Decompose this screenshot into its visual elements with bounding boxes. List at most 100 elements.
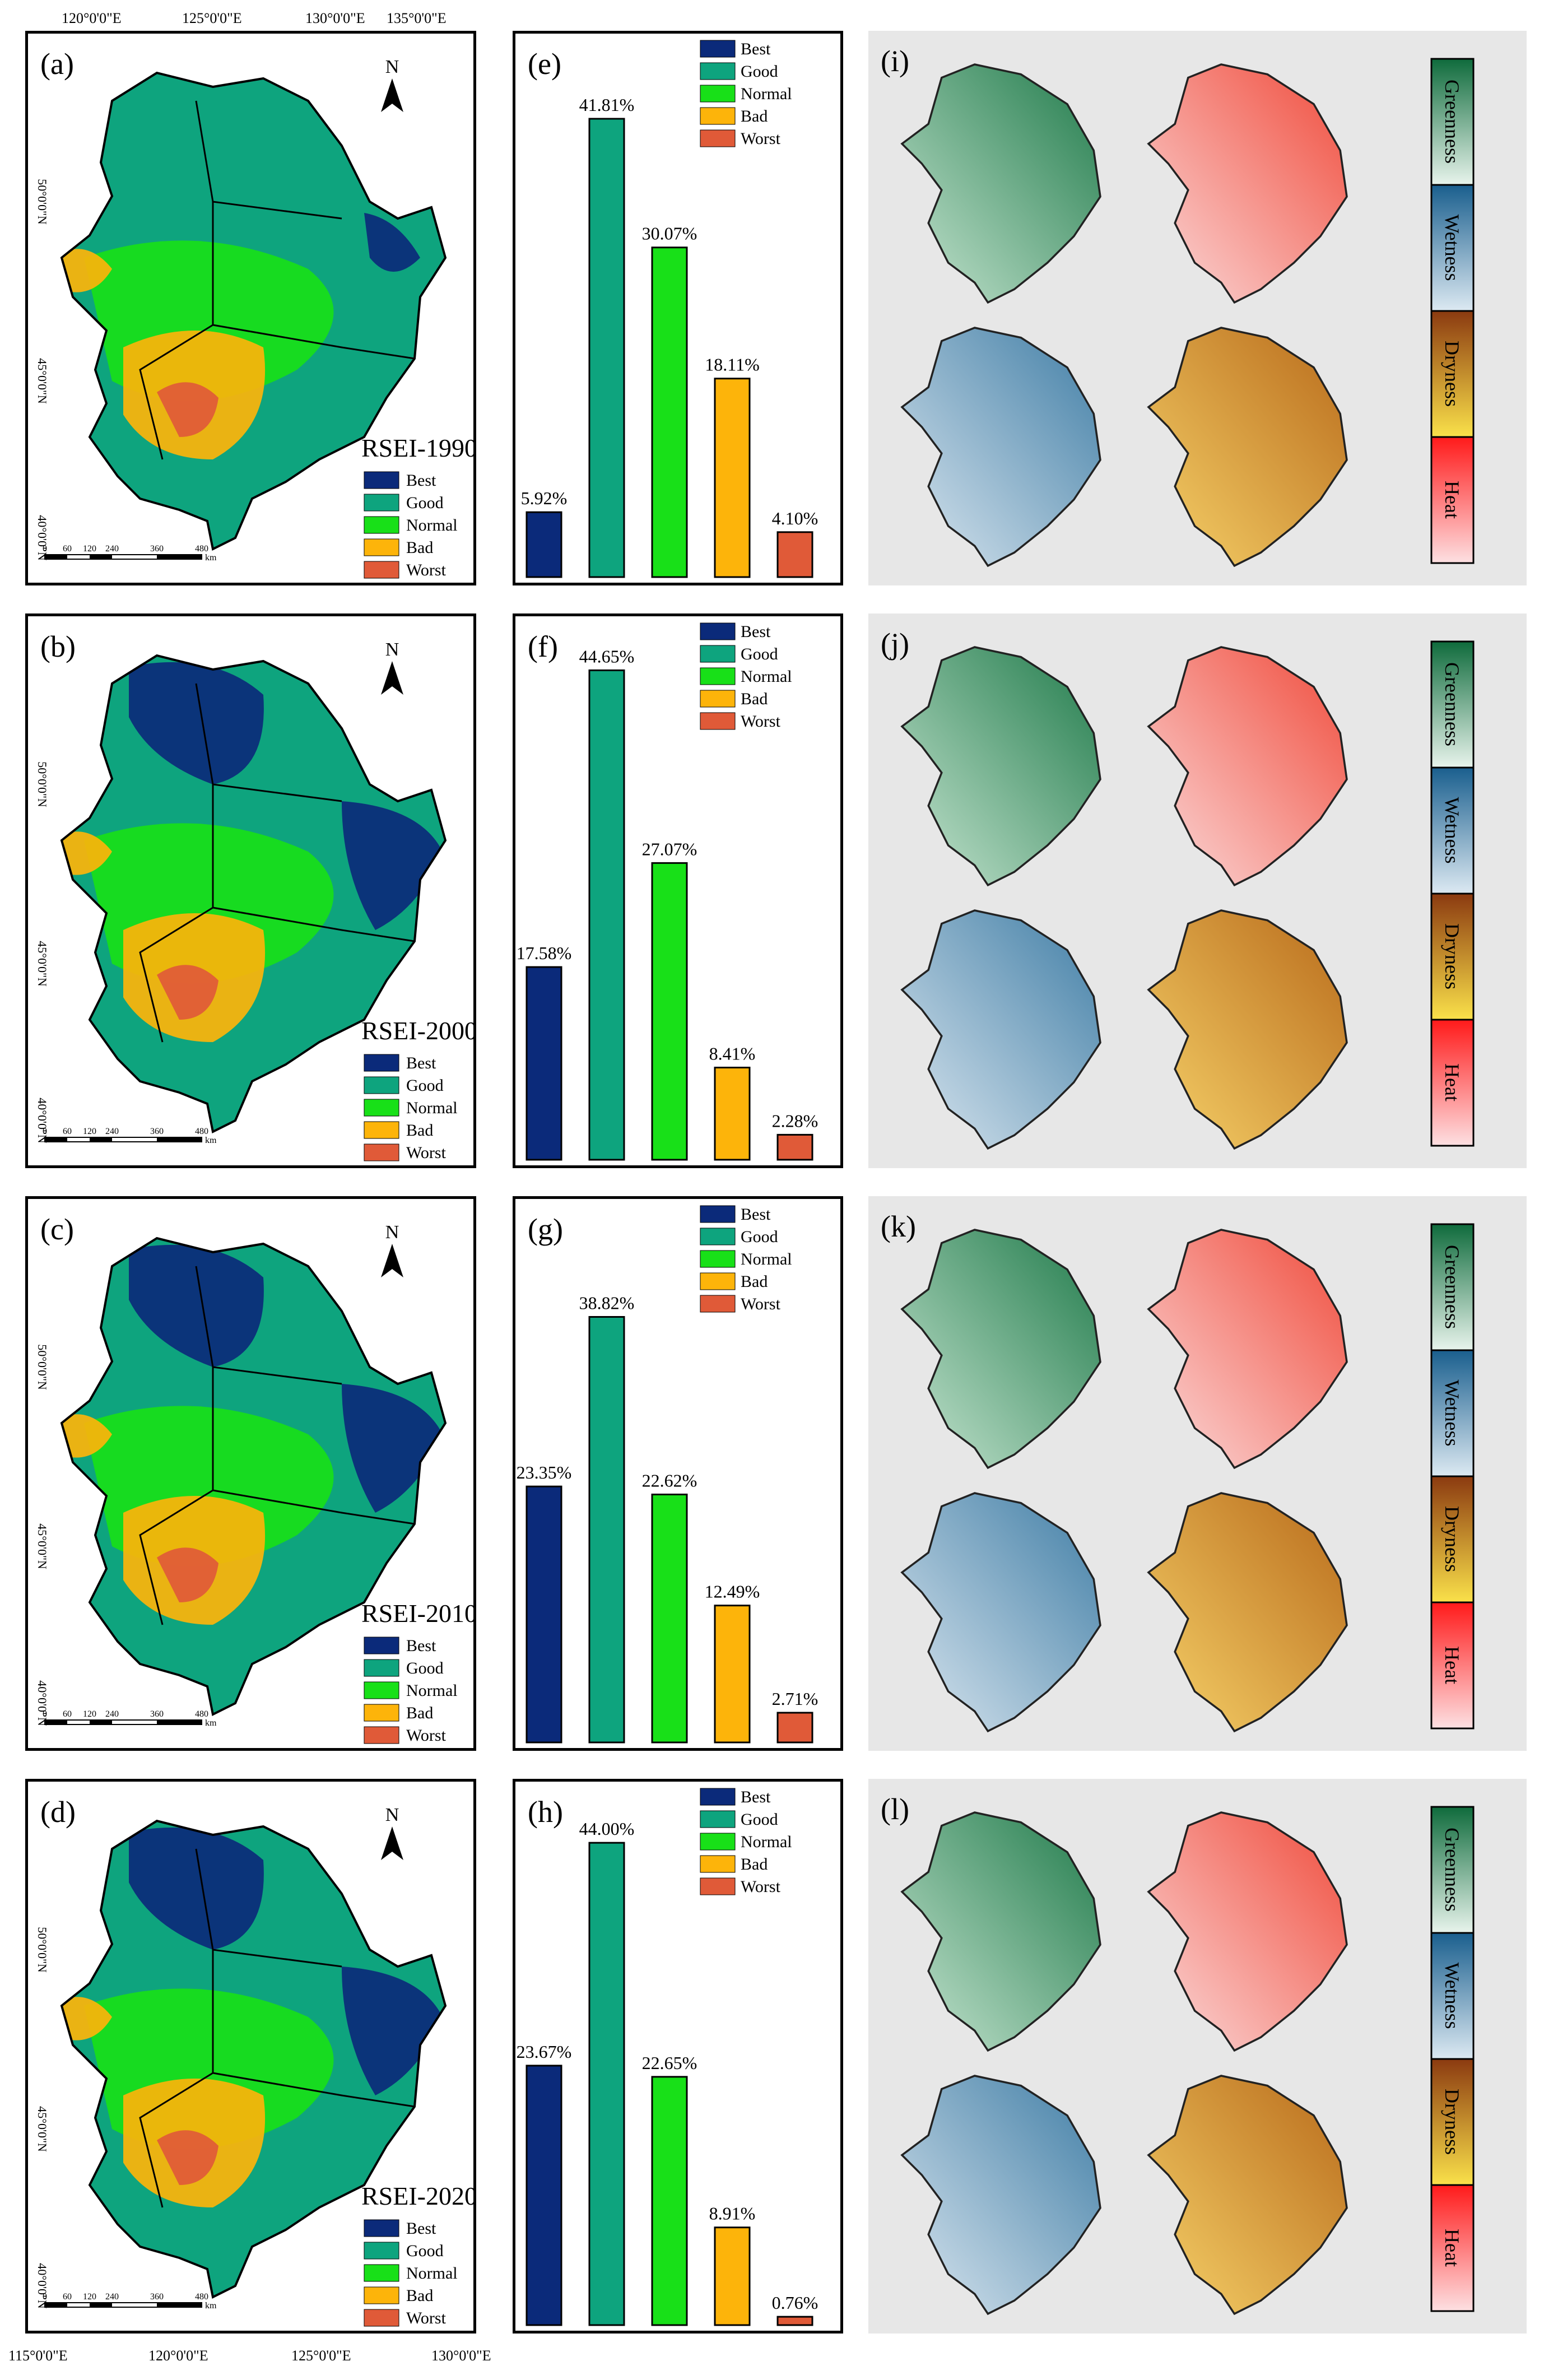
lat-label: 45°0'0"N	[35, 941, 49, 987]
wetness-map	[900, 909, 1101, 1150]
heat-map	[1147, 1811, 1348, 2052]
legend-swatch-good	[364, 1659, 399, 1677]
rsei-map-panel: (b) N 50°0'0"N 45°0'0"N 40°0'0"N RSEI-2000 Bes…	[25, 613, 476, 1168]
scale-tick-label: 60	[63, 1709, 72, 1719]
figure-row: (a) N 50°0'0"N 45°0'0"N 40°0'0"N RSEI-1990 Bes…	[0, 0, 1544, 585]
scale-tick-label: 360	[150, 1127, 164, 1136]
panel-label: (k)	[881, 1210, 916, 1243]
component-ramp-wetness	[1430, 1932, 1475, 2060]
legend-swatch-worst	[700, 1877, 736, 1895]
scale-tick-label: 120	[83, 1127, 96, 1136]
wetness-map	[900, 2075, 1101, 2316]
scale-tick-label: 0	[43, 1709, 47, 1719]
legend-label: Worst	[406, 1726, 447, 1745]
bar-bad	[714, 1066, 751, 1161]
panel-label: (f)	[528, 630, 558, 663]
north-arrow-label: N	[385, 1222, 399, 1243]
region-boundary	[60, 654, 447, 1133]
scale-tick-label: 120	[83, 544, 96, 554]
map-title: RSEI-1990	[361, 434, 473, 462]
scale-unit: km	[205, 553, 217, 563]
legend-label: Bad	[741, 690, 768, 708]
component-label: Dryness	[1441, 2089, 1463, 2155]
legend-swatch-best	[700, 1205, 736, 1223]
dryness-map	[1147, 1492, 1348, 1733]
bar-value-label: 23.67%	[517, 2042, 572, 2062]
legend-label: Bad	[741, 1272, 768, 1291]
top-longitude-axis: 120°0'0"E 125°0'0"E 130°0'0"E 135°0'0"E	[0, 0, 504, 31]
rsei-map-panel: (a) N 50°0'0"N 45°0'0"N 40°0'0"N RSEI-1990 Bes…	[25, 31, 476, 585]
component-label: Wetness	[1441, 1962, 1463, 2029]
legend-label: Normal	[406, 2264, 458, 2283]
lat-label: 50°0'0"N	[35, 179, 49, 225]
legend-swatch-best	[364, 1637, 399, 1654]
component-maps: (i) Greenness Wetness Dryness Heat	[881, 44, 1475, 568]
bottom-longitude-axis: 115°0'0"E 120°0'0"E 125°0'0"E 130°0'0"E	[0, 2342, 504, 2380]
lat-label: 50°0'0"N	[35, 761, 49, 807]
region-boundary	[60, 71, 447, 551]
scale-tick-label: 0	[43, 544, 47, 554]
region-boundary	[60, 1237, 447, 1716]
legend-swatch-good	[700, 1228, 736, 1245]
bar-bad	[714, 1605, 751, 1744]
bar-worst	[776, 1133, 813, 1161]
component-label: Dryness	[1441, 923, 1463, 989]
component-maps: (k) Greenness Wetness Dryness Heat	[881, 1210, 1475, 1733]
scale-tick-label: 240	[105, 1709, 119, 1719]
legend-label: Normal	[406, 1099, 458, 1117]
panel-label: (b)	[40, 630, 76, 663]
component-label: Heat	[1441, 1646, 1463, 1684]
component-ramp-wetness	[1430, 766, 1475, 895]
bar-value-label: 27.07%	[642, 839, 697, 859]
component-label: Greenness	[1441, 1828, 1463, 1912]
scale-tick-label: 60	[63, 544, 72, 554]
province-boundaries	[139, 683, 415, 1043]
legend-label: Worst	[741, 1877, 781, 1896]
north-arrow-label: N	[385, 639, 399, 660]
lat-label: 45°0'0"N	[35, 358, 49, 404]
component-label: Dryness	[1441, 341, 1463, 407]
bar-value-label: 2.28%	[772, 1110, 818, 1131]
map-best-patch	[342, 1384, 443, 1513]
legend-label: Good	[406, 2242, 444, 2260]
figure-row: (c) N 50°0'0"N 45°0'0"N 40°0'0"N RSEI-2010 Bes…	[0, 1165, 1544, 1751]
province-boundaries	[139, 100, 415, 460]
bar-worst	[776, 1712, 813, 1744]
bar-chart-panel: (f) 17.58% 44.65% 27.07% 8.41% 2.28% Best Good N…	[513, 613, 843, 1168]
bar-value-label: 23.35%	[517, 1462, 572, 1482]
panel-label: (e)	[528, 47, 561, 81]
legend-swatch-good	[364, 494, 399, 512]
legend-swatch-normal	[364, 516, 399, 534]
map-worst-patch	[157, 965, 218, 1020]
bar-normal	[651, 1493, 688, 1744]
scale-tick-label: 240	[105, 544, 119, 554]
legend-label: Best	[741, 622, 771, 641]
component-maps-panel: (l) Greenness Wetness Dryness Heat	[868, 1779, 1527, 2333]
bar-value-label: 22.65%	[642, 2053, 697, 2073]
bar-chart: (e) 5.92% 41.81% 30.07% 18.11% 4.10% Best Good N…	[521, 40, 818, 578]
bar-good	[588, 669, 625, 1161]
legend-swatch-normal	[364, 1681, 399, 1699]
legend-swatch-normal	[364, 1099, 399, 1117]
province-boundaries	[139, 1848, 415, 2208]
scale-tick-label: 0	[43, 2292, 47, 2302]
wetness-map	[900, 1492, 1101, 1733]
bar-value-label: 44.65%	[579, 646, 635, 666]
panel-label: (l)	[881, 1792, 909, 1826]
province-boundaries	[139, 1266, 415, 1625]
legend-label: Good	[406, 1659, 444, 1677]
north-arrow-label: N	[385, 57, 399, 77]
scale-tick-label: 360	[150, 1709, 164, 1719]
component-label: Greenness	[1441, 80, 1463, 164]
scale-tick-label: 120	[83, 1709, 96, 1719]
legend-label: Best	[406, 471, 436, 490]
map-bad-patch	[62, 1997, 112, 2040]
legend-swatch-good	[364, 2242, 399, 2260]
legend-swatch-worst	[364, 561, 399, 579]
component-maps: (j) Greenness Wetness Dryness Heat	[881, 627, 1475, 1150]
legend-label: Worst	[406, 1143, 447, 1162]
component-label: Greenness	[1441, 1245, 1463, 1329]
lon-label: 120°0'0"E	[62, 10, 122, 26]
greenness-map	[900, 63, 1101, 304]
lon-label: 120°0'0"E	[148, 2348, 208, 2364]
